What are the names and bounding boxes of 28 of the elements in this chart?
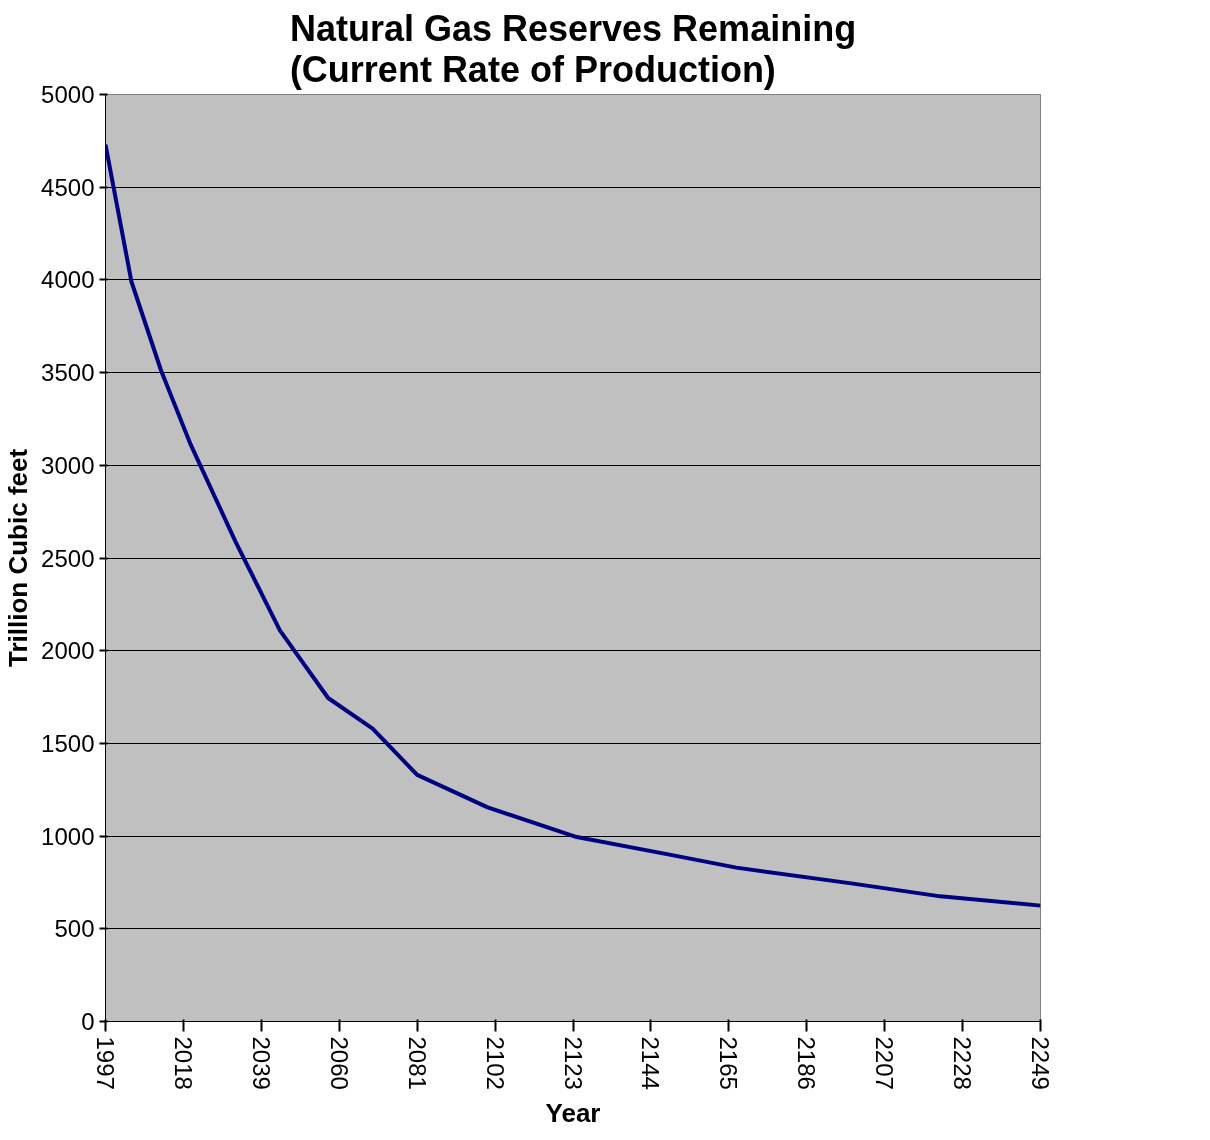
y-tick-label: 2500: [41, 544, 95, 572]
x-tick-label: 2060: [325, 1036, 353, 1090]
y-tick-label: 3000: [41, 451, 95, 479]
x-tick-label: 2018: [169, 1036, 197, 1090]
x-tick-label: 2249: [1027, 1036, 1054, 1090]
y-tick-label: 1000: [41, 822, 95, 850]
y-tick-label: 500: [54, 915, 95, 943]
y-tick-label: 4500: [41, 173, 95, 201]
x-tick-label: 2228: [949, 1036, 977, 1090]
x-tick-label: 2207: [871, 1036, 899, 1090]
x-tick-label: 2123: [559, 1036, 587, 1090]
y-tick-label: 0: [81, 1008, 95, 1035]
x-tick-label: 2081: [403, 1036, 431, 1090]
x-tick-label: 2039: [247, 1036, 275, 1090]
y-tick-label: 5000: [41, 81, 95, 108]
y-tick-label: 2000: [41, 637, 95, 665]
x-tick-label: 2102: [481, 1036, 509, 1090]
x-tick-label: 2144: [637, 1036, 665, 1090]
y-tick-label: 1500: [41, 729, 95, 757]
x-tick-label: 1997: [92, 1036, 119, 1090]
x-tick-label: 2186: [793, 1036, 821, 1090]
y-tick-label: 4000: [41, 266, 95, 294]
chart-title: Natural Gas Reserves Remaining (Current Rate of Production): [289, 7, 857, 90]
x-tick-label: 2165: [715, 1036, 743, 1090]
line-series: [105, 142, 1041, 908]
x-axis-title: Year: [545, 1097, 601, 1128]
y-axis-title: Trillion Cubic feet: [3, 448, 34, 668]
y-tick-label: 3500: [41, 359, 95, 387]
